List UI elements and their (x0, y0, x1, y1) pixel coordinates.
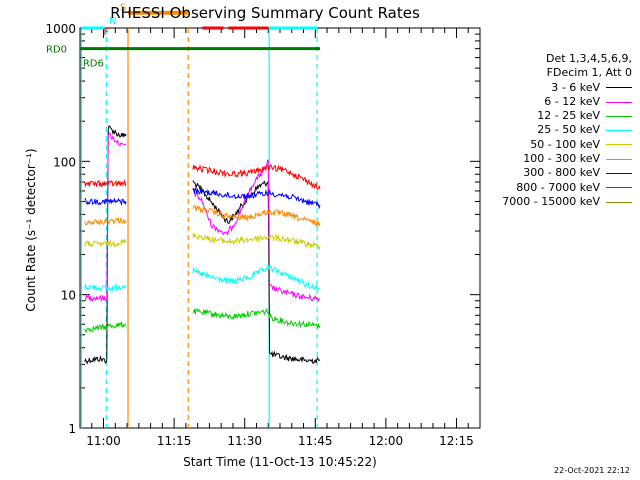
y-tick-label: 100 (53, 155, 76, 169)
series-line (84, 239, 127, 248)
series-line (192, 307, 321, 329)
legend-header-line-1: Det 1,3,4,5,6,9, (545, 52, 632, 65)
legend-swatch (606, 87, 632, 89)
legend-entry-label: 7000 - 15000 keV (502, 194, 600, 208)
legend-entry-label: 100 - 300 keV (523, 152, 600, 166)
series-line (192, 204, 321, 228)
series-line (84, 282, 127, 293)
legend-entry-label: 12 - 25 keV (537, 109, 600, 123)
legend: Det 1,3,4,5,6,9, FDecim 1, Att 0 3 - 6 k… (462, 52, 632, 209)
legend-entry: 25 - 50 keV (462, 123, 632, 137)
chart-title: RHESSI Observing Summary Count Rates (110, 4, 420, 22)
legend-entry-label: 3 - 6 keV (551, 80, 600, 94)
legend-entry-label: 300 - 800 keV (523, 166, 600, 180)
series-line (84, 132, 127, 302)
plot-area: 1 10 100 1000 11:00 11:15 11:30 11:45 12:00 12:15… (45, 2, 481, 448)
x-tick-label: 12:00 (369, 434, 404, 448)
legend-entry: 12 - 25 keV (462, 109, 632, 123)
series-line (84, 197, 127, 207)
y-tick-label: 10 (61, 289, 76, 303)
flag-label: RD6 (83, 59, 104, 70)
plot-frame (79, 27, 481, 429)
legend-swatch (606, 144, 632, 146)
x-tick-label: 11:30 (227, 434, 262, 448)
legend-entry-label: 50 - 100 keV (530, 137, 600, 151)
series-line (192, 187, 321, 210)
series-line (192, 180, 321, 364)
legend-entry: 800 - 7000 keV (462, 181, 632, 195)
x-tick-label: 11:00 (86, 434, 121, 448)
legend-header-line-2: FDecim 1, Att 0 (546, 66, 632, 80)
series-line (84, 125, 127, 365)
series-line (192, 263, 321, 292)
y-tick-label: 1000 (45, 22, 76, 36)
timestamp: 22-Oct-2021 22:12 (554, 466, 630, 475)
series-line (84, 216, 127, 226)
flag-label: S (120, 2, 126, 13)
y-tick-label: 1 (68, 422, 76, 436)
legend-entry: 50 - 100 keV (462, 138, 632, 152)
y-axis-label: Count Rate (s⁻¹ detector⁻¹) (24, 148, 38, 311)
legend-swatch (606, 101, 632, 103)
series-line (84, 179, 127, 188)
series-line (192, 233, 321, 251)
legend-entry: 300 - 800 keV (462, 166, 632, 180)
legend-entry: 7000 - 15000 keV (462, 195, 632, 209)
flag-label: N (109, 16, 116, 27)
legend-swatch (606, 158, 632, 160)
series-line (192, 159, 321, 302)
flag-label: F (104, 27, 110, 38)
series-line (192, 163, 321, 191)
legend-entry-label: 800 - 7000 keV (516, 180, 600, 194)
legend-swatch (606, 201, 632, 203)
legend-entry: 3 - 6 keV (462, 81, 632, 95)
x-axis-label: Start Time (11-Oct-13 10:45:22) (183, 455, 377, 469)
x-tick-label: 11:15 (157, 434, 192, 448)
legend-entry-label: 25 - 50 keV (537, 123, 600, 137)
series-line (84, 321, 127, 333)
legend-swatch (606, 187, 632, 189)
legend-swatch (606, 173, 632, 175)
legend-entry: 6 - 12 keV (462, 95, 632, 109)
legend-entry-label: 6 - 12 keV (544, 94, 600, 108)
legend-swatch (606, 130, 632, 132)
flag-label: RD0 (46, 45, 67, 56)
legend-swatch (606, 115, 632, 117)
legend-entry: 100 - 300 keV (462, 152, 632, 166)
x-tick-label: 11:45 (298, 434, 333, 448)
x-tick-label: 12:15 (439, 434, 474, 448)
